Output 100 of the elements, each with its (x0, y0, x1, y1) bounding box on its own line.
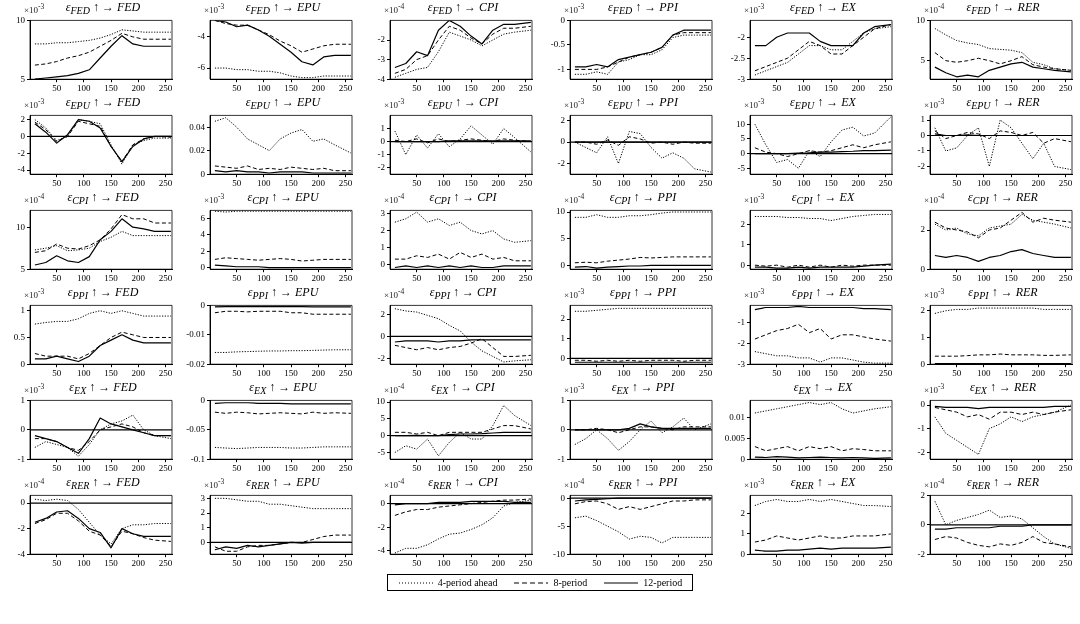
x-tick-label: 200 (671, 177, 686, 188)
x-tick-label: 200 (851, 462, 866, 473)
x-tick-label: 150 (644, 177, 659, 188)
y-tick-label: -5 (377, 446, 386, 457)
y-tick-label: 5 (380, 413, 386, 424)
x-tick-label: 250 (158, 82, 173, 93)
x-tick-label: 150 (824, 462, 839, 473)
y-tick-label: -2 (377, 162, 385, 173)
x-tick-label: 250 (158, 462, 173, 473)
x-tick-label: 200 (671, 462, 686, 473)
x-tick-label: 150 (284, 557, 299, 568)
x-tick-label: 150 (104, 462, 119, 473)
x-tick-label: 50 (772, 462, 782, 473)
x-tick-label: 200 (311, 557, 326, 568)
text: ×10$^{-3}$ (924, 96, 945, 111)
x-tick-label: 50 (592, 82, 602, 93)
y-tick-label: -2 (917, 548, 925, 559)
x-tick-label: 50 (952, 367, 962, 378)
y-tick-label: 0 (560, 352, 566, 363)
x-tick-label: 250 (518, 462, 533, 473)
x-tick-label: 150 (824, 557, 839, 568)
chart-title: ε$_{PPI}$ ↑ → EPU (246, 285, 320, 302)
y-tick-label: 1 (200, 522, 205, 533)
legend-label: 8-period (553, 577, 588, 588)
y-tick-label: -1 (557, 63, 565, 74)
x-tick-label: 100 (257, 367, 272, 378)
x-tick-label: 50 (232, 177, 242, 188)
x-tick-label: 100 (617, 557, 632, 568)
x-tick-label: 250 (1058, 82, 1073, 93)
chart-title: ε$_{EX}$ ↑ → EX (792, 380, 854, 397)
chart-title: ε$_{FED}$ ↑ → RER (966, 0, 1040, 17)
x-tick-label: 250 (878, 557, 893, 568)
y-tick-label: 3 (380, 208, 386, 219)
y-tick-label: -0.05 (186, 424, 206, 435)
y-tick-label: 0 (380, 258, 386, 269)
x-tick-label: 100 (617, 367, 632, 378)
x-tick-label: 100 (797, 557, 812, 568)
y-tick-label: 0 (560, 14, 566, 25)
y-tick-label: -2 (917, 446, 925, 457)
text: ×10$^{-3}$ (744, 286, 765, 301)
chart-title: ε$_{CPI}$ ↑ → EPU (247, 190, 319, 207)
text: ×10$^{-3}$ (204, 191, 225, 206)
x-tick-label: 200 (1031, 462, 1046, 473)
y-tick-label: 1 (920, 114, 925, 125)
x-tick-label: 100 (977, 177, 992, 188)
y-tick-label: 10 (916, 14, 926, 25)
chart-title: ε$_{CPI}$ ↑ → RER (968, 190, 1038, 207)
y-tick-label: 5 (740, 133, 746, 144)
x-tick-label: 200 (851, 367, 866, 378)
y-tick-label: 0 (740, 548, 746, 559)
y-tick-label: 0 (560, 136, 566, 147)
y-tick-label: 0 (380, 135, 386, 146)
x-tick-label: 200 (1031, 272, 1046, 283)
x-tick-label: 250 (518, 367, 533, 378)
x-tick-label: 150 (464, 557, 479, 568)
x-tick-label: 150 (644, 82, 659, 93)
x-tick-label: 150 (1004, 367, 1019, 378)
x-tick-label: 200 (491, 462, 506, 473)
x-tick-label: 250 (518, 272, 533, 283)
x-tick-label: 150 (824, 82, 839, 93)
x-tick-label: 50 (232, 557, 242, 568)
y-tick-label: 0 (920, 519, 926, 530)
y-tick-label: -0.5 (550, 39, 566, 50)
y-tick-label: 10 (16, 14, 26, 25)
y-tick-label: 5 (20, 73, 26, 84)
text: ×10$^{-3}$ (564, 286, 585, 301)
y-tick-label: 2 (200, 507, 205, 518)
y-tick-label: -4 (377, 73, 386, 84)
y-tick-label: -2 (17, 147, 25, 158)
chart-title: ε$_{RER}$ ↑ → EX (790, 475, 856, 492)
x-tick-label: 250 (1058, 462, 1073, 473)
x-tick-label: 250 (698, 462, 713, 473)
y-tick-label: 0.5 (13, 331, 26, 342)
y-tick-label: 0.01 (729, 411, 745, 422)
y-tick-label: -2.5 (730, 52, 746, 63)
x-tick-label: 100 (77, 82, 92, 93)
x-tick-label: 250 (338, 462, 353, 473)
x-tick-label: 100 (257, 272, 272, 283)
y-tick-label: 0 (20, 424, 26, 435)
x-tick-label: 250 (698, 272, 713, 283)
y-tick-label: 0 (200, 168, 206, 179)
chart-title: ε$_{EPU}$ ↑ → CPI (427, 95, 499, 112)
x-tick-label: 200 (851, 82, 866, 93)
y-tick-label: 0 (20, 358, 26, 369)
x-tick-label: 200 (131, 557, 146, 568)
x-tick-label: 50 (592, 557, 602, 568)
x-tick-label: 200 (131, 272, 146, 283)
chart-title: ε$_{EPU}$ ↑ → FED (65, 95, 141, 112)
x-tick-label: 150 (824, 272, 839, 283)
x-tick-label: 100 (77, 177, 92, 188)
text: ×10$^{-4}$ (384, 381, 405, 396)
y-tick-label: 0 (740, 147, 746, 158)
x-tick-label: 150 (104, 557, 119, 568)
x-tick-label: 50 (232, 82, 242, 93)
x-tick-label: 100 (437, 557, 452, 568)
x-tick-label: 100 (977, 272, 992, 283)
y-tick-label: 2 (200, 245, 205, 256)
y-tick-label: -2 (17, 522, 25, 533)
x-tick-label: 100 (977, 557, 992, 568)
text: ×10$^{-3}$ (924, 381, 945, 396)
